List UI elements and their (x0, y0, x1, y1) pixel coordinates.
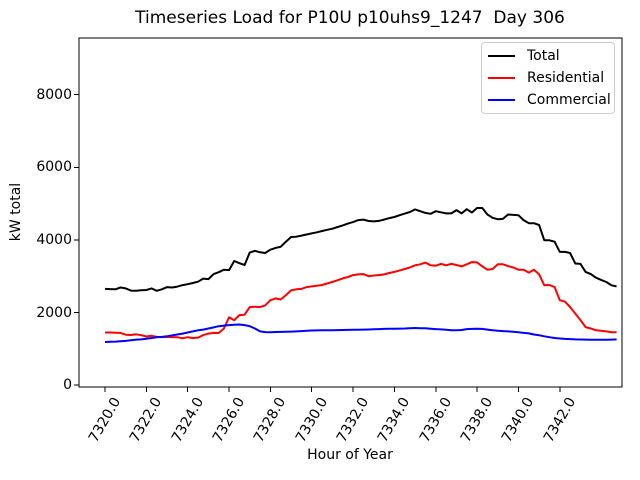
x-axis-label: Hour of Year (307, 447, 393, 463)
legend-item-commercial: Commercial (488, 89, 611, 111)
y-tick-label: 0 (63, 377, 72, 394)
tick-marks (74, 94, 561, 392)
series-commercial-line (104, 323, 617, 343)
series-residential-line (105, 261, 617, 340)
legend-label-commercial: Commercial (527, 92, 611, 108)
legend: Total Residential Commercial (481, 42, 615, 114)
y-tick-label: 4000 (36, 231, 72, 248)
axes-frame (78, 37, 623, 388)
legend-item-residential: Residential (488, 67, 608, 89)
series-total-line (104, 207, 617, 292)
total-line-sample (488, 55, 515, 57)
y-axis-label: kW total (8, 182, 24, 242)
y-tick-label: 6000 (36, 159, 72, 176)
legend-label-total: Total (527, 48, 560, 64)
y-tick-label: 2000 (36, 304, 72, 321)
commercial-line-sample (488, 99, 515, 101)
chart-title: Timeseries Load for P10U p10uhs9_1247 Da… (135, 8, 565, 28)
legend-label-residential: Residential (527, 70, 605, 86)
y-tick-label: 8000 (36, 86, 72, 103)
residential-line-sample (488, 77, 515, 79)
legend-item-total: Total (488, 45, 608, 67)
